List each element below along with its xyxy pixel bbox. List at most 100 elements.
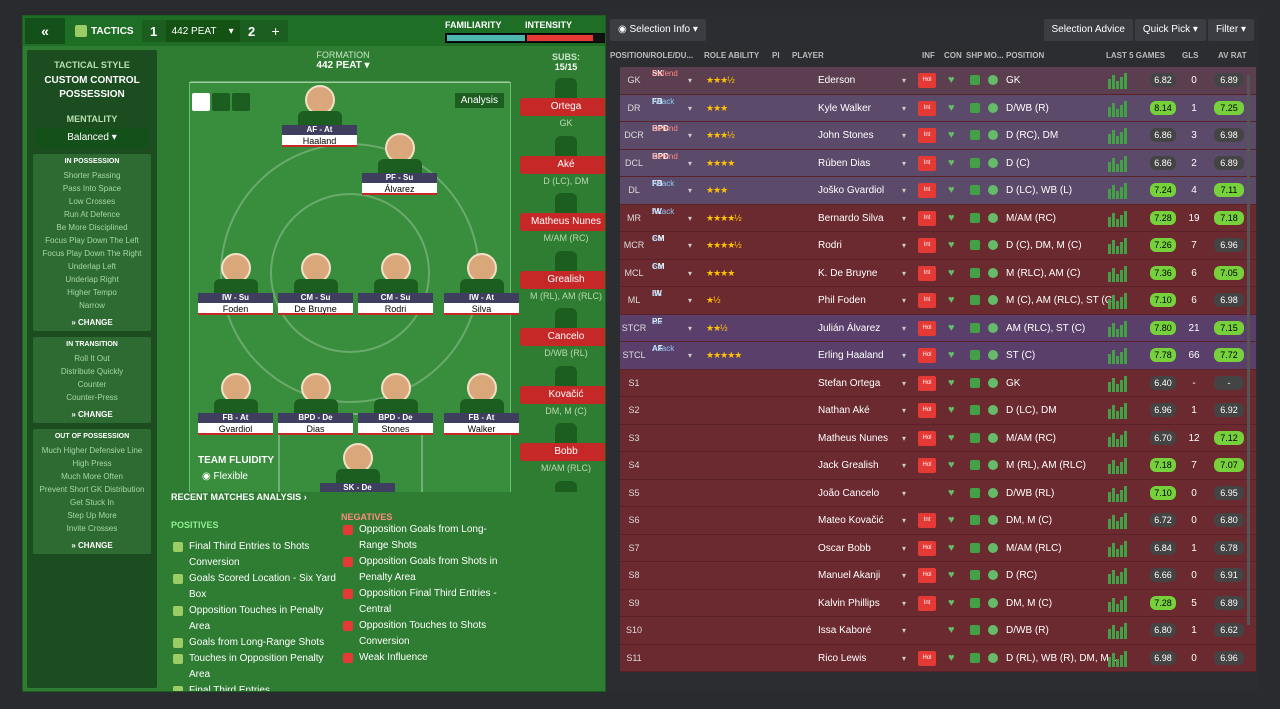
chevron-down-icon[interactable]: ▾ [902, 158, 907, 168]
chevron-down-icon[interactable]: ▾ [688, 323, 693, 333]
column-header[interactable]: POSITION [1006, 51, 1045, 60]
sub-player[interactable]: Kovačić DM, M (C) [520, 365, 605, 424]
column-header[interactable]: POSITION/ROLE/DU... [610, 51, 694, 60]
player-name[interactable]: Erling Haaland [818, 350, 884, 361]
column-header[interactable]: PI [772, 51, 780, 60]
sub-name[interactable]: Ortega [520, 98, 605, 116]
quick-pick-button[interactable]: Quick Pick ▾ [1134, 19, 1206, 41]
chevron-down-icon[interactable]: ▾ [688, 158, 693, 168]
add-tactic-button[interactable]: + [271, 23, 280, 39]
chevron-down-icon[interactable]: ▾ [902, 186, 907, 195]
pitch-view-icon[interactable] [232, 93, 250, 111]
chevron-down-icon[interactable]: ▾ [902, 571, 907, 580]
tactic-slot-1[interactable]: 1 [149, 23, 158, 39]
player-name[interactable]: Rodri [818, 240, 842, 251]
player-name[interactable]: John Stones [818, 130, 874, 141]
chevron-down-icon[interactable]: ▾ [902, 76, 907, 85]
formation-select[interactable]: 442 PEAT ▾ [165, 20, 240, 42]
table-row[interactable]: S8 Manuel Akanji ▾ Hol ♥ D (RC) 6.66 0 6.91 [620, 562, 1256, 590]
table-row[interactable]: ML IW Su ▾ ★½ Phil Foden ▾ Int ♥ M (C), AM (RLC),… [620, 287, 1256, 315]
analysis-button[interactable]: Analysis [454, 93, 504, 108]
player-token[interactable]: BPD - De Dias [278, 373, 353, 435]
table-row[interactable]: STCL AF Attack ▾ ★★★★★ Erling Haaland ▾ Hol ♥ ST … [620, 342, 1256, 370]
player-token[interactable]: SK - DeEderson [320, 443, 395, 505]
table-row[interactable]: DL FB Attack ▾ ★★★ Joško Gvardiol ▾ Int ♥ D (LC),… [620, 177, 1256, 205]
mentality-select[interactable]: Balanced ▾ [35, 128, 149, 148]
chevron-down-icon[interactable]: ▾ [902, 433, 907, 443]
chevron-down-icon[interactable]: ▾ [902, 461, 907, 470]
sub-name[interactable]: Matheus Nunes [520, 213, 605, 231]
tactical-style-value[interactable]: CUSTOM CONTROL POSSESSION [44, 75, 140, 100]
table-row[interactable]: S10 Issa Kaboré ▾ ♥ D/WB (R) 6.80 1 6.62 [620, 617, 1256, 645]
chevron-down-icon[interactable]: ▾ [688, 268, 693, 278]
player-name[interactable]: Rico Lewis [818, 652, 867, 664]
player-token[interactable]: FB - At Walker [444, 373, 519, 435]
player-name[interactable]: K. De Bruyne [818, 267, 878, 279]
player-name[interactable]: João Cancelo [818, 487, 880, 499]
chevron-down-icon[interactable]: ▾ [902, 323, 907, 333]
table-row[interactable]: S6 Mateo Kovačić ▾ Int ♥ DM, M (C) 6.72 0 6.80 [620, 507, 1256, 535]
chevron-down-icon[interactable]: ▾ [688, 213, 693, 223]
table-row[interactable]: GK SK Defend ▾ ★★★½ Ederson ▾ Hol ♥ GK 6.82 0 6.89 [620, 67, 1256, 95]
chevron-down-icon[interactable]: ▾ [902, 488, 907, 498]
table-row[interactable]: MCR CM Su ▾ ★★★★½ Rodri ▾ Int ♥ D (C), DM, M (C) 7… [620, 232, 1256, 260]
sub-player[interactable]: Aké D (LC), DM [520, 135, 605, 194]
player-token[interactable]: IW - At Silva [444, 253, 519, 315]
player-name[interactable]: Stefan Ortega [818, 377, 881, 389]
player-name[interactable]: Oscar Bobb [818, 542, 871, 554]
table-row[interactable]: S9 Kalvin Phillips ▾ Int ♥ DM, M (C) 7.28 5 6.89 [620, 589, 1256, 617]
bar-chart-icon[interactable] [212, 93, 230, 111]
selection-info-button[interactable]: ◉ Selection Info ▾ [610, 19, 706, 41]
info-view-icon[interactable] [192, 93, 210, 111]
chevron-down-icon[interactable]: ▾ [902, 351, 907, 360]
formation-dropdown[interactable]: 442 PEAT ▾ [316, 60, 370, 71]
chevron-down-icon[interactable]: ▾ [902, 378, 907, 388]
player-token[interactable]: BPD - De Stones [358, 373, 433, 435]
table-row[interactable]: MR IW Attack ▾ ★★★★½ Bernardo Silva ▾ Int ♥ M/AM … [620, 204, 1256, 232]
chevron-down-icon[interactable]: ▾ [688, 131, 693, 140]
player-name[interactable]: Rúben Dias [818, 157, 871, 169]
chevron-down-icon[interactable]: ▾ [902, 543, 907, 553]
chevron-down-icon[interactable]: ▾ [902, 653, 907, 663]
player-name[interactable]: Bernardo Silva [818, 212, 884, 224]
sub-player[interactable]: Ortega GK [520, 78, 605, 136]
sub-name[interactable]: Aké [520, 155, 605, 174]
table-row[interactable]: DR FB Attack ▾ ★★★ Kyle Walker ▾ Int ♥ D/WB (R) 8.… [620, 94, 1256, 122]
table-row[interactable]: DCR BPD Defend ▾ ★★★½ John Stones ▾ Int ♥ D (RC),… [620, 122, 1256, 150]
chevron-down-icon[interactable]: ▾ [902, 131, 907, 140]
tactics-tab[interactable]: TACTICS [67, 18, 142, 44]
player-token[interactable]: IW - Su Foden [198, 253, 273, 315]
player-token[interactable]: PF - Su Álvarez [362, 133, 437, 195]
column-header[interactable]: CON [944, 51, 962, 60]
column-header[interactable]: MO... [984, 51, 1004, 60]
player-name[interactable]: Ederson [818, 75, 856, 86]
sub-name[interactable]: Kovačić [520, 385, 605, 404]
chevron-down-icon[interactable]: ▾ [902, 598, 907, 608]
in-transition-change-button[interactable]: » CHANGE [71, 410, 113, 419]
chevron-down-icon[interactable]: ▾ [902, 103, 907, 113]
player-name[interactable]: Nathan Aké [818, 405, 870, 416]
table-row[interactable]: S11 Rico Lewis ▾ Hol ♥ D (RL), WB (R), DM, M.… [620, 644, 1256, 672]
in-possession-change-button[interactable]: » CHANGE [71, 318, 113, 327]
column-header[interactable]: AV RAT [1218, 51, 1247, 60]
player-name[interactable]: Jack Grealish [818, 460, 879, 471]
chevron-down-icon[interactable]: ▾ [902, 213, 907, 223]
tactic-slot-2[interactable]: 2 [247, 23, 256, 39]
player-name[interactable]: Mateo Kovačić [818, 515, 884, 526]
filter-button[interactable]: Filter ▾ [1207, 19, 1254, 41]
chevron-down-icon[interactable]: ▾ [688, 76, 693, 85]
player-name[interactable]: Matheus Nunes [818, 432, 889, 444]
player-name[interactable]: Issa Kaboré [818, 625, 872, 636]
player-name[interactable]: Julián Álvarez [818, 322, 881, 334]
sub-player[interactable]: Grealish M (RL), AM (RLC) [520, 250, 605, 309]
chevron-down-icon[interactable]: ▾ [688, 241, 693, 250]
chevron-down-icon[interactable]: ▾ [688, 351, 693, 360]
chevron-down-icon[interactable]: ▾ [902, 406, 907, 415]
player-name[interactable]: Manuel Akanji [818, 570, 881, 581]
chevron-down-icon[interactable]: ▾ [902, 296, 907, 305]
column-header[interactable]: ROLE ABILITY [704, 51, 760, 60]
chevron-down-icon[interactable]: ▾ [902, 241, 907, 250]
player-token[interactable]: CM - Su Rodri [358, 253, 433, 315]
column-header[interactable]: INF [922, 51, 935, 60]
collapse-button[interactable]: « [25, 18, 65, 44]
